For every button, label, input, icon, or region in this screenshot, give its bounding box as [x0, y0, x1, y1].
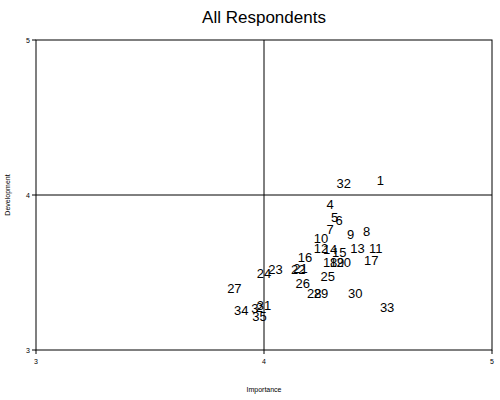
chart: All Respondents345345ImportanceDevelopme… [0, 0, 500, 400]
y-tick-label: 5 [26, 37, 30, 44]
point-label: 34 [234, 303, 248, 318]
point-label: 20 [337, 255, 351, 270]
x-tick-label: 3 [34, 358, 38, 365]
x-axis-label: Importance [246, 386, 281, 394]
x-tick-label: 5 [490, 358, 494, 365]
title: All Respondents [202, 8, 326, 27]
point-label: 24 [257, 266, 271, 281]
point-label: 30 [348, 286, 362, 301]
point-label: 6 [336, 213, 343, 228]
plot-frame [36, 40, 492, 350]
x-tick [492, 350, 493, 354]
point-label: 8 [363, 224, 370, 239]
x-tick [264, 350, 265, 354]
y-axis-label: Development [4, 174, 12, 215]
point-label: 35 [252, 309, 266, 324]
point-label: 13 [350, 241, 364, 256]
point-label: 32 [337, 176, 351, 191]
point-label: 29 [314, 286, 328, 301]
point-label: 1 [377, 173, 384, 188]
y-tick [32, 350, 36, 351]
plot-area: 1324567891013111214151617181920212223242… [36, 40, 492, 350]
point-label: 27 [227, 281, 241, 296]
y-tick-label: 3 [26, 347, 30, 354]
point-label: 22 [291, 262, 305, 277]
point-label: 25 [321, 269, 335, 284]
point-label: 17 [364, 253, 378, 268]
reference-line-y [36, 195, 492, 196]
y-tick [32, 195, 36, 196]
y-tick [32, 40, 36, 41]
point-label: 9 [347, 227, 354, 242]
point-label: 33 [380, 300, 394, 315]
x-tick [36, 350, 37, 354]
y-tick-label: 4 [26, 192, 30, 199]
background [0, 0, 500, 400]
x-tick-label: 4 [262, 358, 266, 365]
